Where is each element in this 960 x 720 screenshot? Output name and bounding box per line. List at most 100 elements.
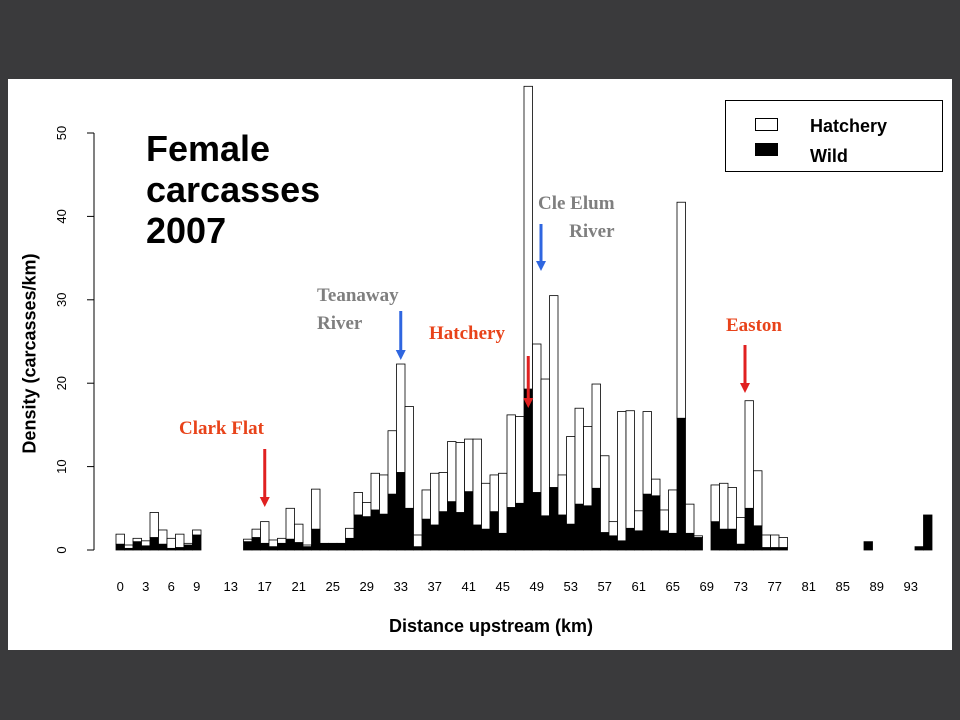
bar-wild-km-46 [506, 507, 516, 551]
bar-hatchery-km-19 [277, 537, 287, 544]
bar-hatchery-km-56 [591, 383, 601, 489]
bar-wild-km-68 [693, 537, 703, 551]
bar-wild-km-54 [574, 503, 584, 551]
bar-hatchery-km-31 [379, 474, 389, 515]
bar-wild-km-59 [617, 540, 627, 551]
bar-hatchery-km-51 [549, 295, 559, 488]
annotation-hatchery: Hatchery [429, 320, 505, 348]
bar-hatchery-km-30 [370, 472, 380, 511]
bar-hatchery-km-45 [498, 472, 508, 534]
bar-wild-km-17 [260, 542, 270, 551]
x-tick-label-9: 9 [193, 579, 200, 594]
bar-wild-km-19 [277, 542, 287, 551]
x-tick-label-3: 3 [142, 579, 149, 594]
annotation-cle-elum-river: Cle Elum River [538, 190, 615, 246]
x-tick-label-25: 25 [326, 579, 340, 594]
arrow-cle-elum-head [536, 261, 546, 271]
bar-wild-km-36 [421, 518, 431, 551]
bar-wild-km-16 [251, 537, 261, 551]
bar-wild-km-39 [447, 501, 457, 551]
bar-hatchery-km-39 [447, 441, 457, 503]
bar-hatchery-km-50 [540, 378, 550, 517]
bar-wild-km-41 [464, 491, 474, 551]
bar-hatchery-km-65 [668, 489, 678, 534]
x-tick-label-89: 89 [870, 579, 884, 594]
annotation-easton: Easton [726, 312, 782, 340]
bar-wild-km-52 [557, 514, 567, 551]
bar-hatchery-km-52 [557, 474, 567, 516]
bar-wild-km-70 [710, 521, 720, 551]
bar-wild-km-0 [115, 543, 125, 551]
y-tick-label-10: 10 [54, 459, 69, 473]
bar-wild-km-94 [914, 546, 924, 551]
bar-hatchery-km-58 [608, 521, 618, 537]
annotation-teanaway-line-1: Teanaway [317, 285, 399, 306]
bar-wild-km-61 [634, 530, 644, 551]
bar-wild-km-28 [353, 514, 363, 551]
annotation-teanaway-line-2: River [317, 313, 363, 334]
x-tick-label-77: 77 [768, 579, 782, 594]
bar-hatchery-km-23 [311, 488, 321, 530]
bar-hatchery-km-37 [430, 472, 440, 526]
bar-wild-km-95 [923, 514, 933, 551]
annotation-clark-flat-text: Clark Flat [179, 418, 264, 439]
bar-wild-km-51 [549, 487, 559, 551]
bar-wild-km-58 [608, 535, 618, 551]
x-tick-label-73: 73 [734, 579, 748, 594]
bar-hatchery-km-35 [413, 534, 423, 548]
chart-title-line-1: Female [146, 128, 271, 169]
bar-wild-km-73 [736, 543, 746, 551]
x-tick-label-65: 65 [666, 579, 680, 594]
y-tick-label-40: 40 [54, 209, 69, 223]
bar-wild-km-34 [404, 507, 414, 551]
x-tick-label-53: 53 [564, 579, 578, 594]
bar-hatchery-km-63 [651, 478, 661, 497]
arrow-hatchery-head [523, 398, 534, 408]
bar-wild-km-2 [132, 541, 142, 551]
bar-hatchery-km-68 [693, 535, 703, 538]
y-tick-label-0: 0 [54, 546, 69, 553]
bar-wild-km-29 [362, 516, 372, 551]
bar-hatchery-km-18 [268, 539, 278, 548]
bar-wild-km-25 [328, 542, 338, 551]
bar-hatchery-km-46 [506, 414, 516, 508]
bar-hatchery-km-72 [727, 487, 737, 530]
y-tick-label-50: 50 [54, 126, 69, 140]
bar-hatchery-km-28 [353, 492, 363, 516]
bar-hatchery-km-17 [260, 521, 270, 544]
bar-hatchery-km-77 [770, 534, 780, 548]
bar-hatchery-km-71 [719, 482, 729, 530]
bar-wild-km-55 [583, 505, 593, 551]
bar-wild-km-43 [481, 528, 491, 551]
bar-hatchery-km-21 [294, 523, 304, 543]
chart-title: Female carcasses 2007 [146, 128, 320, 251]
x-tick-label-6: 6 [168, 579, 175, 594]
bar-hatchery-km-70 [710, 484, 720, 523]
bar-hatchery-km-6 [166, 537, 176, 549]
bar-wild-km-56 [591, 487, 601, 551]
bar-hatchery-km-7 [175, 533, 185, 548]
bar-hatchery-km-2 [132, 537, 142, 543]
x-tick-label-81: 81 [802, 579, 816, 594]
bar-wild-km-40 [455, 512, 465, 551]
bar-wild-km-35 [413, 546, 423, 551]
bar-wild-km-64 [659, 530, 669, 551]
bar-hatchery-km-61 [634, 510, 644, 532]
bar-hatchery-km-16 [251, 528, 261, 538]
annotation-clark-flat: Clark Flat [179, 415, 264, 443]
bar-hatchery-km-66 [676, 201, 686, 419]
arrow-easton-head [740, 383, 750, 393]
bar-hatchery-km-34 [404, 406, 414, 509]
bar-hatchery-km-73 [736, 517, 746, 545]
bar-hatchery-km-43 [481, 482, 491, 530]
chart-title-line-3: 2007 [146, 210, 227, 251]
x-tick-label-93: 93 [904, 579, 918, 594]
bar-wild-km-30 [370, 509, 380, 551]
y-tick-label-20: 20 [54, 376, 69, 390]
bar-hatchery-km-5 [158, 529, 168, 545]
x-tick-label-0: 0 [117, 579, 124, 594]
bar-wild-km-15 [243, 541, 253, 551]
bar-hatchery-km-67 [685, 503, 695, 534]
